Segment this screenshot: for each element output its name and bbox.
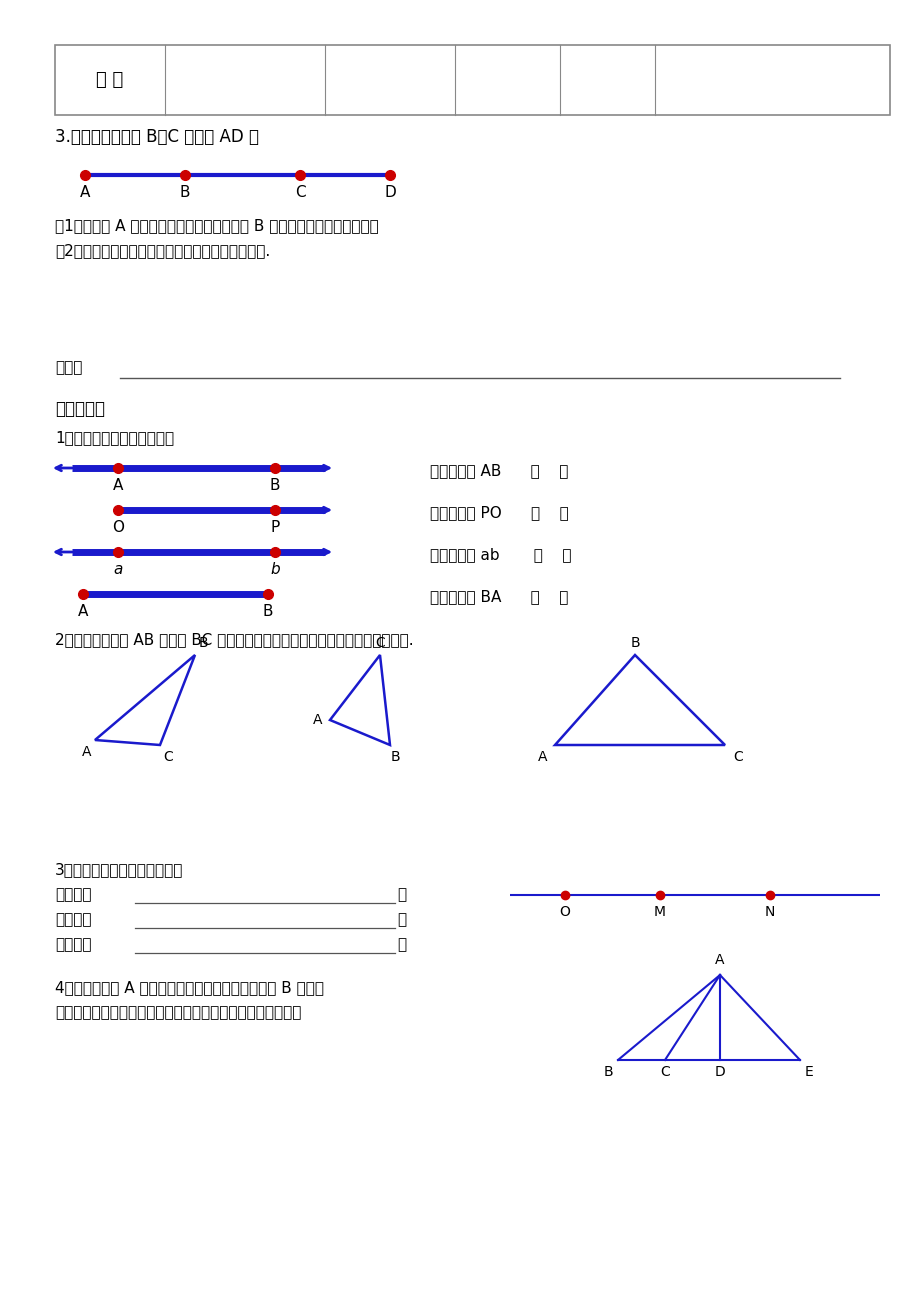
Bar [55,46,889,114]
Text: B: B [603,1065,612,1079]
Text: 3、如图，图中能用字母表示的: 3、如图，图中能用字母表示的 [55,862,183,878]
Text: 记作：直线 AB      （    ）: 记作：直线 AB （ ） [429,464,568,478]
Text: C: C [375,636,384,650]
Text: O: O [559,905,570,919]
Text: ；: ； [397,887,405,902]
Text: 记作：直线 ab       （    ）: 记作：直线 ab （ ） [429,547,571,563]
Text: A: A [312,712,322,727]
Text: C: C [732,750,742,764]
Text: 端点的线段有多少条、请分别表示这些线段；图中共有多少个: 端点的线段有多少条、请分别表示这些线段；图中共有多少个 [55,1005,301,1020]
Text: 记作：射线 PO      （    ）: 记作：射线 PO （ ） [429,506,568,520]
Text: a: a [113,562,122,577]
Text: E: E [804,1065,813,1079]
Text: D: D [384,185,395,200]
Text: A: A [82,745,92,759]
Text: 4、如图，以点 A 为一个端点的线段有多少条？以点 B 为一个: 4、如图，以点 A 为一个端点的线段有多少条？以点 B 为一个 [55,980,323,995]
Text: 直 线: 直 线 [96,72,123,88]
Text: 2、如图估测线段 AB 与线段 BC 的大小关系，再用刻度尺或圆规来检验你的结论.: 2、如图估测线段 AB 与线段 BC 的大小关系，再用刻度尺或圆规来检验你的结论… [55,632,414,647]
Text: B: B [269,478,280,493]
Text: ；: ； [397,913,405,927]
Text: （1）图中以 A 为一个端点的线段有几条？以 B 为一个端点的线段有几条？: （1）图中以 A 为一个端点的线段有几条？以 B 为一个端点的线段有几条？ [55,218,379,233]
Text: B: B [179,185,190,200]
Text: 小结：: 小结： [55,360,83,374]
Text: 巩固练习：: 巩固练习： [55,400,105,419]
Text: B: B [630,636,639,650]
Text: 线段是：: 线段是： [55,937,91,952]
Text: 射线是：: 射线是： [55,913,91,927]
Text: P: P [270,520,279,536]
Text: ；: ； [397,937,405,952]
Text: A: A [113,478,123,493]
Text: B: B [198,636,208,650]
Text: A: A [78,604,88,619]
Text: N: N [764,905,775,919]
Text: b: b [270,562,279,577]
Text: A: A [80,185,90,200]
Text: B: B [263,604,273,619]
Text: O: O [112,520,124,536]
Text: C: C [660,1065,669,1079]
Text: 直线是：: 直线是： [55,887,91,902]
Text: C: C [294,185,305,200]
Text: 3.讨论：如图，点 B、C 在线段 AD 上: 3.讨论：如图，点 B、C 在线段 AD 上 [55,127,259,146]
Text: （2）图中共有多少条线段？请分别表示出这些线段.: （2）图中共有多少条线段？请分别表示出这些线段. [55,243,270,257]
Text: C: C [163,750,173,764]
Text: D: D [714,1065,724,1079]
Text: B: B [390,750,400,764]
Text: M: M [653,905,665,919]
Text: 记作：线段 BA      （    ）: 记作：线段 BA （ ） [429,589,568,604]
Text: A: A [537,750,547,764]
Text: A: A [714,953,724,967]
Text: 1、下列表示方法是否正确？: 1、下列表示方法是否正确？ [55,430,174,445]
